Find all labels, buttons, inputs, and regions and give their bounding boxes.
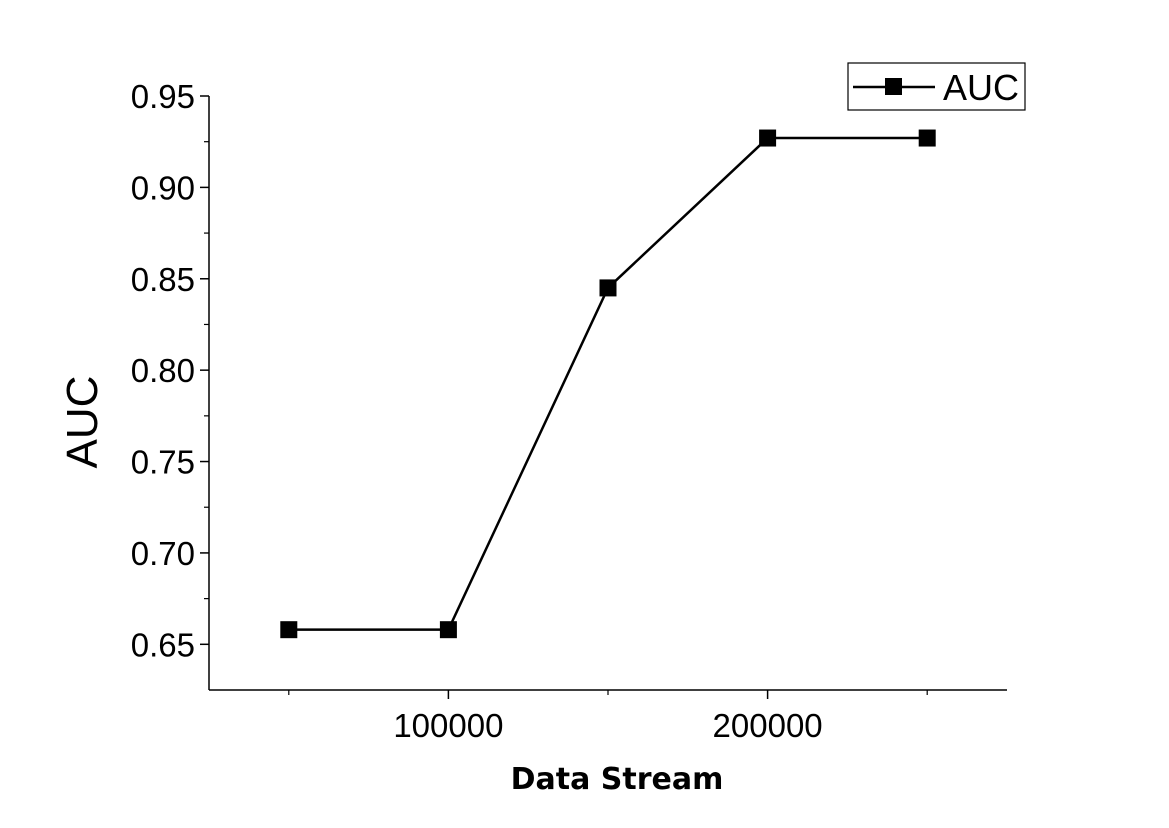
- y-tick-label: 0.65: [131, 626, 195, 663]
- x-axis: 100000 200000: [209, 689, 1007, 744]
- y-tick-label: 0.90: [131, 169, 195, 206]
- y-tick-label: 0.80: [131, 352, 195, 389]
- data-point: [439, 621, 457, 639]
- y-axis-title: AUC: [58, 376, 107, 469]
- y-axis: 0.65 0.70 0.75 0.80 0.85 0.90 0.95: [131, 78, 210, 690]
- legend-label: AUC: [943, 67, 1019, 108]
- y-tick-label: 0.70: [131, 535, 195, 572]
- y-tick-label: 0.85: [131, 261, 195, 298]
- data-point: [918, 129, 936, 147]
- legend: AUC: [847, 62, 1026, 111]
- data-point: [759, 129, 777, 147]
- y-tick-label: 0.95: [131, 78, 195, 115]
- data-point: [280, 621, 298, 639]
- series-line: [288, 136, 928, 631]
- legend-marker: [885, 78, 902, 95]
- x-axis-title: Data Stream: [511, 762, 724, 797]
- x-tick-label: 200000: [713, 707, 823, 744]
- x-tick-label: 100000: [393, 707, 503, 744]
- plot-area: [280, 129, 936, 639]
- data-point: [599, 279, 617, 297]
- y-tick-label: 0.75: [131, 444, 195, 481]
